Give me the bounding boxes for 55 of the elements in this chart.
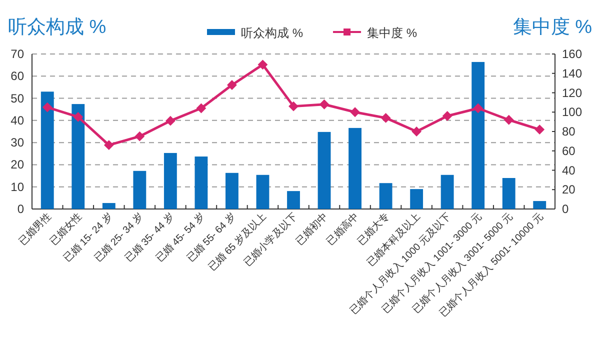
bar [472,62,485,209]
point [165,116,176,126]
y-axis-title: 听众构成 % [8,17,106,38]
bar [102,203,116,209]
bar [287,191,300,209]
point [288,101,298,112]
point [504,114,514,125]
point [534,124,545,135]
bar [502,178,516,209]
y2-axis-title: 集中度 % [512,16,592,38]
bar [410,189,424,209]
point [227,80,237,90]
point [380,112,391,123]
bar [133,170,146,209]
point [319,99,330,110]
bar [226,172,238,209]
y2-tick-label: 80 [562,124,576,138]
point [442,111,452,121]
y2-tick-label: 140 [562,66,582,80]
y2-tick-label: 40 [562,163,576,178]
bar [348,128,362,209]
bar [40,92,54,209]
y-tick-label: 20 [10,158,24,172]
y2-tick-label: 120 [562,86,582,100]
point [258,60,268,70]
bar [164,152,177,209]
bar [194,156,208,209]
bar [533,201,546,209]
y2-tick-label: 60 [562,144,576,158]
point [104,140,114,150]
y-tick-label: 0 [17,202,24,216]
y2-tick-label: 160 [562,47,582,61]
bar [256,174,270,209]
bar [379,183,392,209]
y-tick-label: 50 [10,91,24,106]
y-tick-label: 40 [10,113,24,128]
point [350,107,360,118]
point [134,131,145,142]
y-tick-label: 10 [10,180,24,194]
bar [440,174,454,209]
legend-label: 听众构成 % [241,26,304,40]
point [412,126,422,136]
point [42,102,52,112]
bar [72,104,85,209]
bar [318,132,331,209]
y-tick-label: 70 [10,47,24,61]
y-tick-label: 60 [10,69,24,84]
y2-tick-label: 100 [562,105,582,120]
point [196,103,206,114]
legend-label: 集中度 % [367,26,418,40]
y-tick-label: 30 [10,136,24,150]
y2-tick-label: 20 [562,182,576,197]
point [73,112,84,122]
point [473,103,484,114]
y2-tick-label: 0 [562,202,569,216]
